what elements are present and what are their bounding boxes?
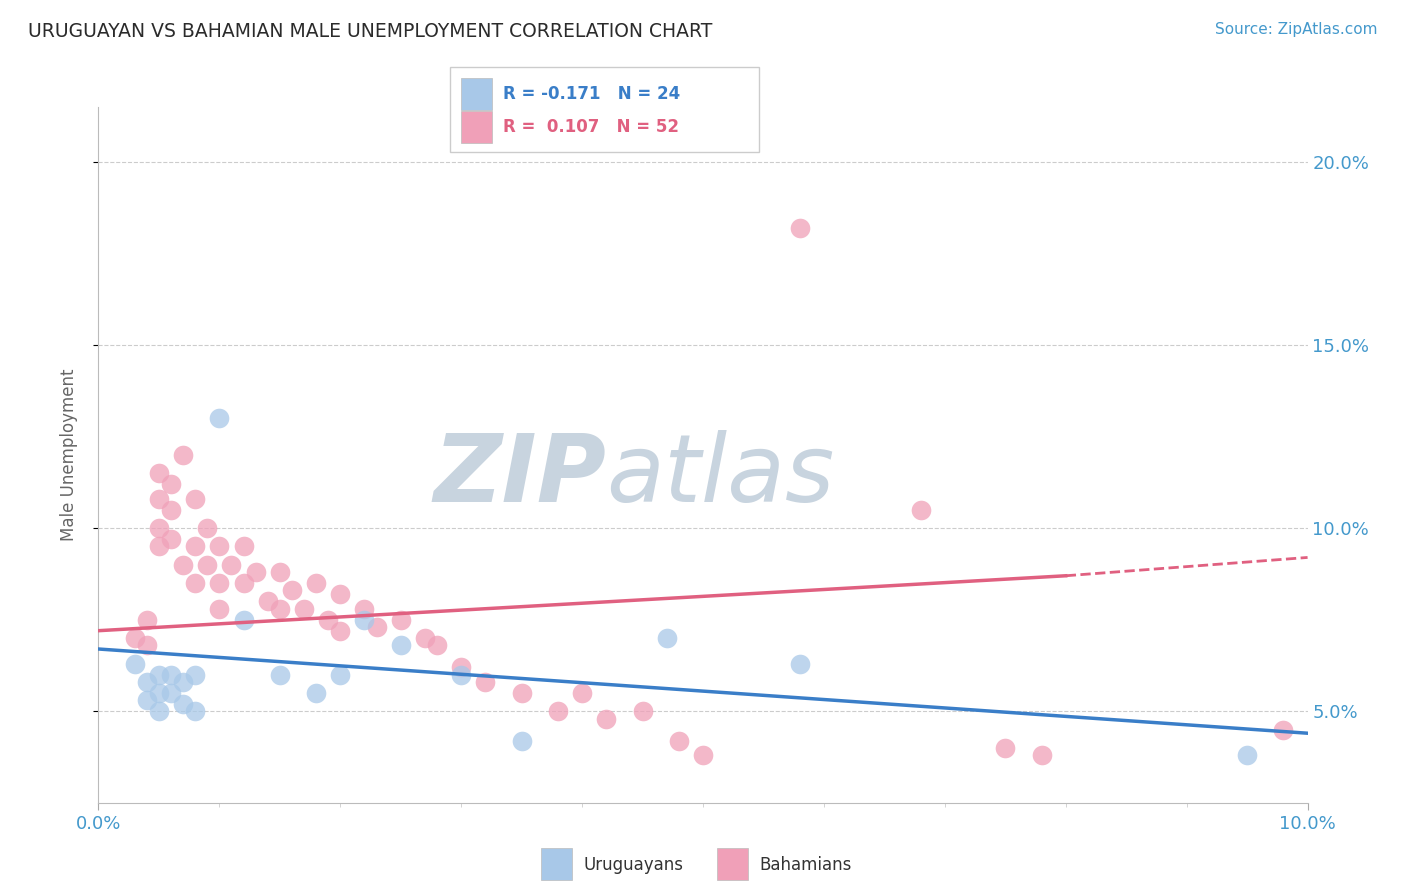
Point [160,503,183,517]
Point [547,704,569,718]
Point [208,540,231,554]
Point [329,667,352,681]
Point [510,686,533,700]
Point [789,657,811,671]
Point [172,697,194,711]
Point [184,667,207,681]
Point [160,477,183,491]
Point [172,448,194,462]
Point [269,565,291,579]
Text: ZIP: ZIP [433,430,606,522]
Point [389,613,412,627]
Point [316,613,339,627]
Point [1031,748,1053,763]
Point [631,704,654,718]
Text: URUGUAYAN VS BAHAMIAN MALE UNEMPLOYMENT CORRELATION CHART: URUGUAYAN VS BAHAMIAN MALE UNEMPLOYMENT … [28,22,713,41]
Point [184,576,207,591]
Point [789,220,811,235]
Point [195,521,218,535]
Point [135,638,157,652]
Point [148,704,170,718]
Point [256,594,278,608]
Point [124,631,146,645]
Text: Uruguayans: Uruguayans [583,856,683,874]
Point [195,558,218,572]
Point [329,624,352,638]
Point [148,521,170,535]
Point [1236,748,1258,763]
Point [692,748,714,763]
Point [353,613,375,627]
Point [413,631,436,645]
Point [595,712,617,726]
Point [994,740,1017,755]
Point [160,686,183,700]
Point [160,532,183,546]
Point [184,704,207,718]
Point [172,558,194,572]
Text: R = -0.171   N = 24: R = -0.171 N = 24 [503,85,681,103]
Point [148,540,170,554]
Point [221,558,243,572]
Point [208,601,231,615]
Point [232,540,254,554]
Point [510,733,533,747]
Point [607,806,630,821]
Point [208,576,231,591]
Point [292,601,315,615]
Point [184,491,207,506]
Point [245,565,267,579]
Point [450,660,472,674]
Point [269,601,291,615]
Point [329,587,352,601]
Point [135,613,157,627]
Point [910,503,932,517]
Point [232,613,254,627]
Point [389,638,412,652]
Text: Bahamians: Bahamians [759,856,852,874]
Point [1272,723,1295,737]
Text: R =  0.107   N = 52: R = 0.107 N = 52 [503,118,679,136]
Point [305,576,328,591]
Point [305,686,328,700]
Point [655,631,678,645]
Point [366,620,388,634]
Point [184,540,207,554]
Y-axis label: Male Unemployment: Male Unemployment [59,368,77,541]
Point [269,667,291,681]
Point [148,667,170,681]
Point [426,638,449,652]
Point [148,686,170,700]
Point [353,601,375,615]
Point [172,675,194,690]
Point [135,693,157,707]
Point [148,491,170,506]
Point [450,667,472,681]
Point [668,733,690,747]
Point [160,667,183,681]
Text: atlas: atlas [606,430,835,521]
Point [135,675,157,690]
Point [208,411,231,425]
Point [281,583,304,598]
Point [124,657,146,671]
Text: Source: ZipAtlas.com: Source: ZipAtlas.com [1215,22,1378,37]
Point [474,675,496,690]
Point [148,467,170,481]
Point [571,686,593,700]
Point [232,576,254,591]
